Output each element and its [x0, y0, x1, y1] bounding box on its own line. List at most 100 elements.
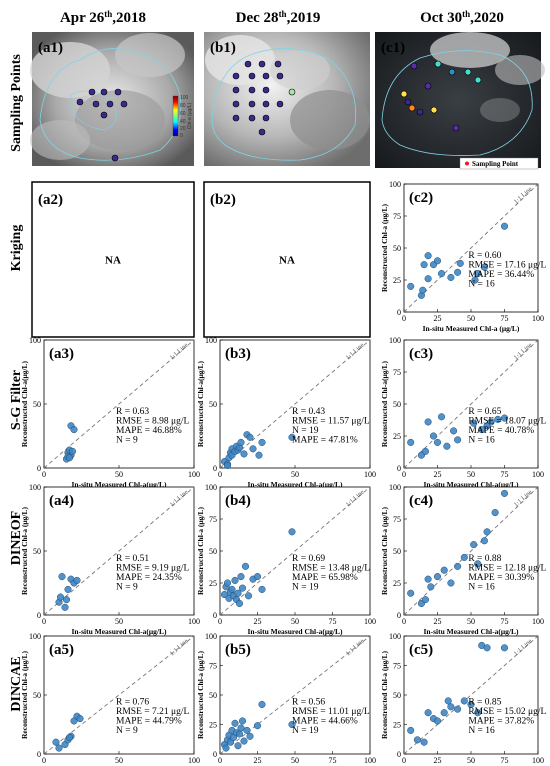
data-point — [494, 415, 502, 423]
y-axis-label-a5: Reconstructed Chl-a (μg/L) — [20, 651, 29, 739]
data-point — [237, 438, 245, 446]
data-point — [228, 585, 236, 593]
data-point — [55, 744, 63, 752]
y-tick-label: 50 — [33, 400, 41, 409]
y-tick-label: 0 — [213, 750, 217, 759]
data-point — [237, 573, 245, 581]
y-tick-label: 0 — [213, 611, 217, 620]
x-tick-label: 50 — [115, 617, 123, 626]
one-to-one-line-c5 — [403, 635, 539, 755]
data-point — [480, 263, 488, 271]
data-point — [258, 438, 266, 446]
data-point — [58, 573, 66, 581]
cbar-tick-20: 20 — [180, 126, 186, 132]
stat-line: N = 19 — [292, 583, 319, 593]
x-tick-label: 0 — [402, 314, 406, 323]
y-tick-label: 75 — [393, 212, 401, 221]
x-tick-label: 100 — [188, 756, 200, 765]
panel-a2: (a2) NA — [31, 181, 195, 338]
x-axis-label-c4: In-situ Measured Chl-a(μg/L) — [424, 627, 519, 636]
data-point — [437, 413, 446, 421]
data-point — [243, 726, 251, 734]
x-tick-label: 50 — [291, 470, 299, 479]
x-tick-label: 50 — [291, 756, 299, 765]
data-point — [470, 541, 478, 549]
y-tick-label: 50 — [209, 547, 217, 556]
data-point — [258, 700, 266, 708]
panel-label-b4: (b4) — [225, 493, 251, 509]
y-tick-label: 100 — [205, 336, 217, 345]
data-point — [471, 276, 479, 284]
x-tick-label: 75 — [501, 617, 509, 626]
sampling-point-legend-marker — [465, 161, 469, 166]
panel-frame-b2 — [203, 181, 371, 338]
one-to-one-line-c2 — [403, 183, 539, 313]
data-point — [407, 589, 415, 597]
stat-line: N = 16 — [468, 280, 495, 290]
y-axis-label-c2: Reconstructed Chl-a (μg/L) — [380, 204, 389, 292]
cbar-tick-40: 40 — [180, 119, 186, 125]
row-titles: Sampling Points Kriging S-G Filter DINEO… — [9, 54, 24, 712]
panel-label-c1: (c1) — [381, 40, 405, 56]
y-tick-label: 0 — [397, 750, 401, 759]
panel-label-c3: (c3) — [409, 346, 433, 362]
stat-line: R = 0.76 — [116, 697, 149, 707]
data-point — [73, 576, 81, 584]
y-axis-label-c3: Reconstructed Chl-a(μg/L) — [380, 360, 389, 447]
data-point — [424, 418, 432, 426]
stat-line: RMSE = 7.21 μg/L — [116, 707, 189, 717]
stat-line: R = 0.56 — [292, 697, 325, 707]
column-title-2020: Oct 30th,2020 — [420, 9, 504, 26]
y-tick-label: 25 — [393, 276, 401, 285]
x-axis-label-b3: In-situ Measured Chl-a(μg/L) — [248, 480, 343, 489]
column-title-2018: Apr 26th,2018 — [60, 9, 146, 26]
data-point — [500, 489, 509, 497]
y-tick-label: 100 — [205, 483, 217, 492]
y-tick-label: 75 — [209, 515, 217, 524]
y-tick-label: 50 — [209, 400, 217, 409]
stat-line: N = 16 — [468, 583, 495, 593]
stat-line: MAPE = 44.66% — [292, 716, 358, 726]
x-axis-label-c3: In-situ Measured Chl-a(μg/L) — [424, 480, 519, 489]
data-point — [407, 438, 415, 446]
stat-line: MAPE = 46.88% — [116, 426, 182, 436]
stat-line: RMSE = 11.57 μg/L — [292, 417, 370, 427]
data-point — [240, 737, 248, 745]
y-tick-label: 75 — [209, 662, 217, 671]
data-point — [246, 433, 254, 441]
data-point — [460, 553, 468, 561]
data-point — [255, 451, 263, 459]
x-tick-label: 100 — [364, 470, 376, 479]
x-tick-label: 100 — [532, 756, 544, 765]
stat-line: MAPE = 24.35% — [116, 573, 182, 583]
stat-line: N = 9 — [116, 436, 138, 446]
x-tick-label: 50 — [467, 756, 475, 765]
y-tick-label: 75 — [393, 368, 401, 377]
x-tick-label: 25 — [434, 314, 442, 323]
panel-label-b5: (b5) — [225, 642, 251, 658]
data-point — [421, 447, 429, 455]
data-point — [437, 270, 446, 278]
x-tick-label: 100 — [364, 756, 376, 765]
panel-label-b3: (b3) — [225, 346, 251, 362]
data-point — [62, 596, 71, 604]
data-point — [249, 445, 257, 453]
data-point — [76, 715, 84, 723]
na-text-b2: NA — [279, 255, 295, 267]
data-point — [500, 222, 509, 230]
y-tick-label: 0 — [37, 464, 41, 473]
y-tick-label: 25 — [209, 579, 217, 588]
one-to-one-line-c3 — [403, 339, 539, 469]
x-tick-label: 0 — [402, 470, 406, 479]
x-axis-label-b4: In-situ Measured Chl-a(μg/L) — [248, 627, 343, 636]
one-to-one-line-a3 — [43, 339, 195, 469]
data-point — [246, 732, 254, 740]
data-point — [483, 644, 491, 652]
x-tick-label: 100 — [188, 617, 200, 626]
data-point — [454, 705, 462, 713]
